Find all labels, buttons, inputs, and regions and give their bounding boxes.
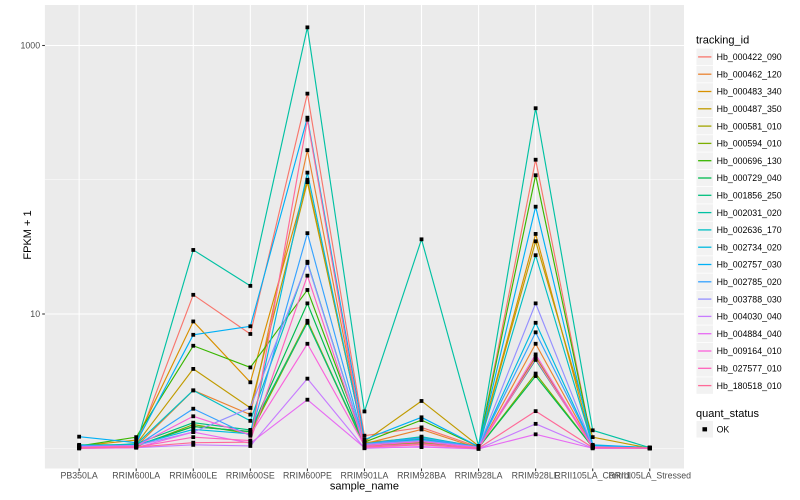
svg-text:RRIM901LA: RRIM901LA	[340, 471, 388, 481]
svg-text:RRIM600LE: RRIM600LE	[169, 471, 217, 481]
svg-text:RRIM928LA: RRIM928LA	[455, 471, 503, 481]
svg-text:Hb_000729_040: Hb_000729_040	[717, 173, 782, 183]
svg-text:tracking_id: tracking_id	[696, 35, 749, 47]
svg-text:1000: 1000	[21, 41, 41, 51]
svg-text:Hb_000594_010: Hb_000594_010	[717, 139, 782, 149]
svg-text:RRII105LA_Control: RRII105LA_Control	[555, 471, 631, 481]
svg-text:Hb_002734_020: Hb_002734_020	[717, 242, 782, 252]
svg-text:Hb_002031_020: Hb_002031_020	[717, 208, 782, 218]
svg-text:RRIM600PE: RRIM600PE	[283, 471, 332, 481]
svg-text:Hb_002757_030: Hb_002757_030	[717, 260, 782, 270]
svg-text:Hb_004884_040: Hb_004884_040	[717, 329, 782, 339]
svg-text:Hb_000487_350: Hb_000487_350	[717, 104, 782, 114]
svg-text:Hb_000581_010: Hb_000581_010	[717, 121, 782, 131]
svg-text:quant_status: quant_status	[696, 408, 759, 420]
svg-text:Hb_004030_040: Hb_004030_040	[717, 312, 782, 322]
svg-text:Hb_180518_010: Hb_180518_010	[717, 381, 782, 391]
svg-text:Hb_027577_010: Hb_027577_010	[717, 364, 782, 374]
svg-text:RRIM600SE: RRIM600SE	[226, 471, 275, 481]
svg-text:Hb_002636_170: Hb_002636_170	[717, 225, 782, 235]
svg-text:10: 10	[30, 309, 40, 319]
svg-text:OK: OK	[717, 425, 730, 435]
svg-text:RRII105LA_Stressed: RRII105LA_Stressed	[608, 471, 691, 481]
svg-text:RRIM928BA: RRIM928BA	[397, 471, 446, 481]
svg-text:Hb_001856_250: Hb_001856_250	[717, 191, 782, 201]
svg-text:Hb_003788_030: Hb_003788_030	[717, 294, 782, 304]
svg-text:RRIM928LE: RRIM928LE	[512, 471, 560, 481]
svg-text:FPKM + 1: FPKM + 1	[22, 210, 34, 259]
svg-text:sample_name: sample_name	[330, 481, 399, 493]
svg-text:Hb_000696_130: Hb_000696_130	[717, 156, 782, 166]
svg-text:RRIM600LA: RRIM600LA	[112, 471, 160, 481]
svg-text:Hb_000422_090: Hb_000422_090	[717, 52, 782, 62]
svg-text:Hb_009164_010: Hb_009164_010	[717, 346, 782, 356]
svg-text:Hb_000483_340: Hb_000483_340	[717, 87, 782, 97]
svg-text:Hb_002785_020: Hb_002785_020	[717, 277, 782, 287]
svg-text:PB350LA: PB350LA	[61, 471, 98, 481]
svg-text:Hb_000462_120: Hb_000462_120	[717, 69, 782, 79]
